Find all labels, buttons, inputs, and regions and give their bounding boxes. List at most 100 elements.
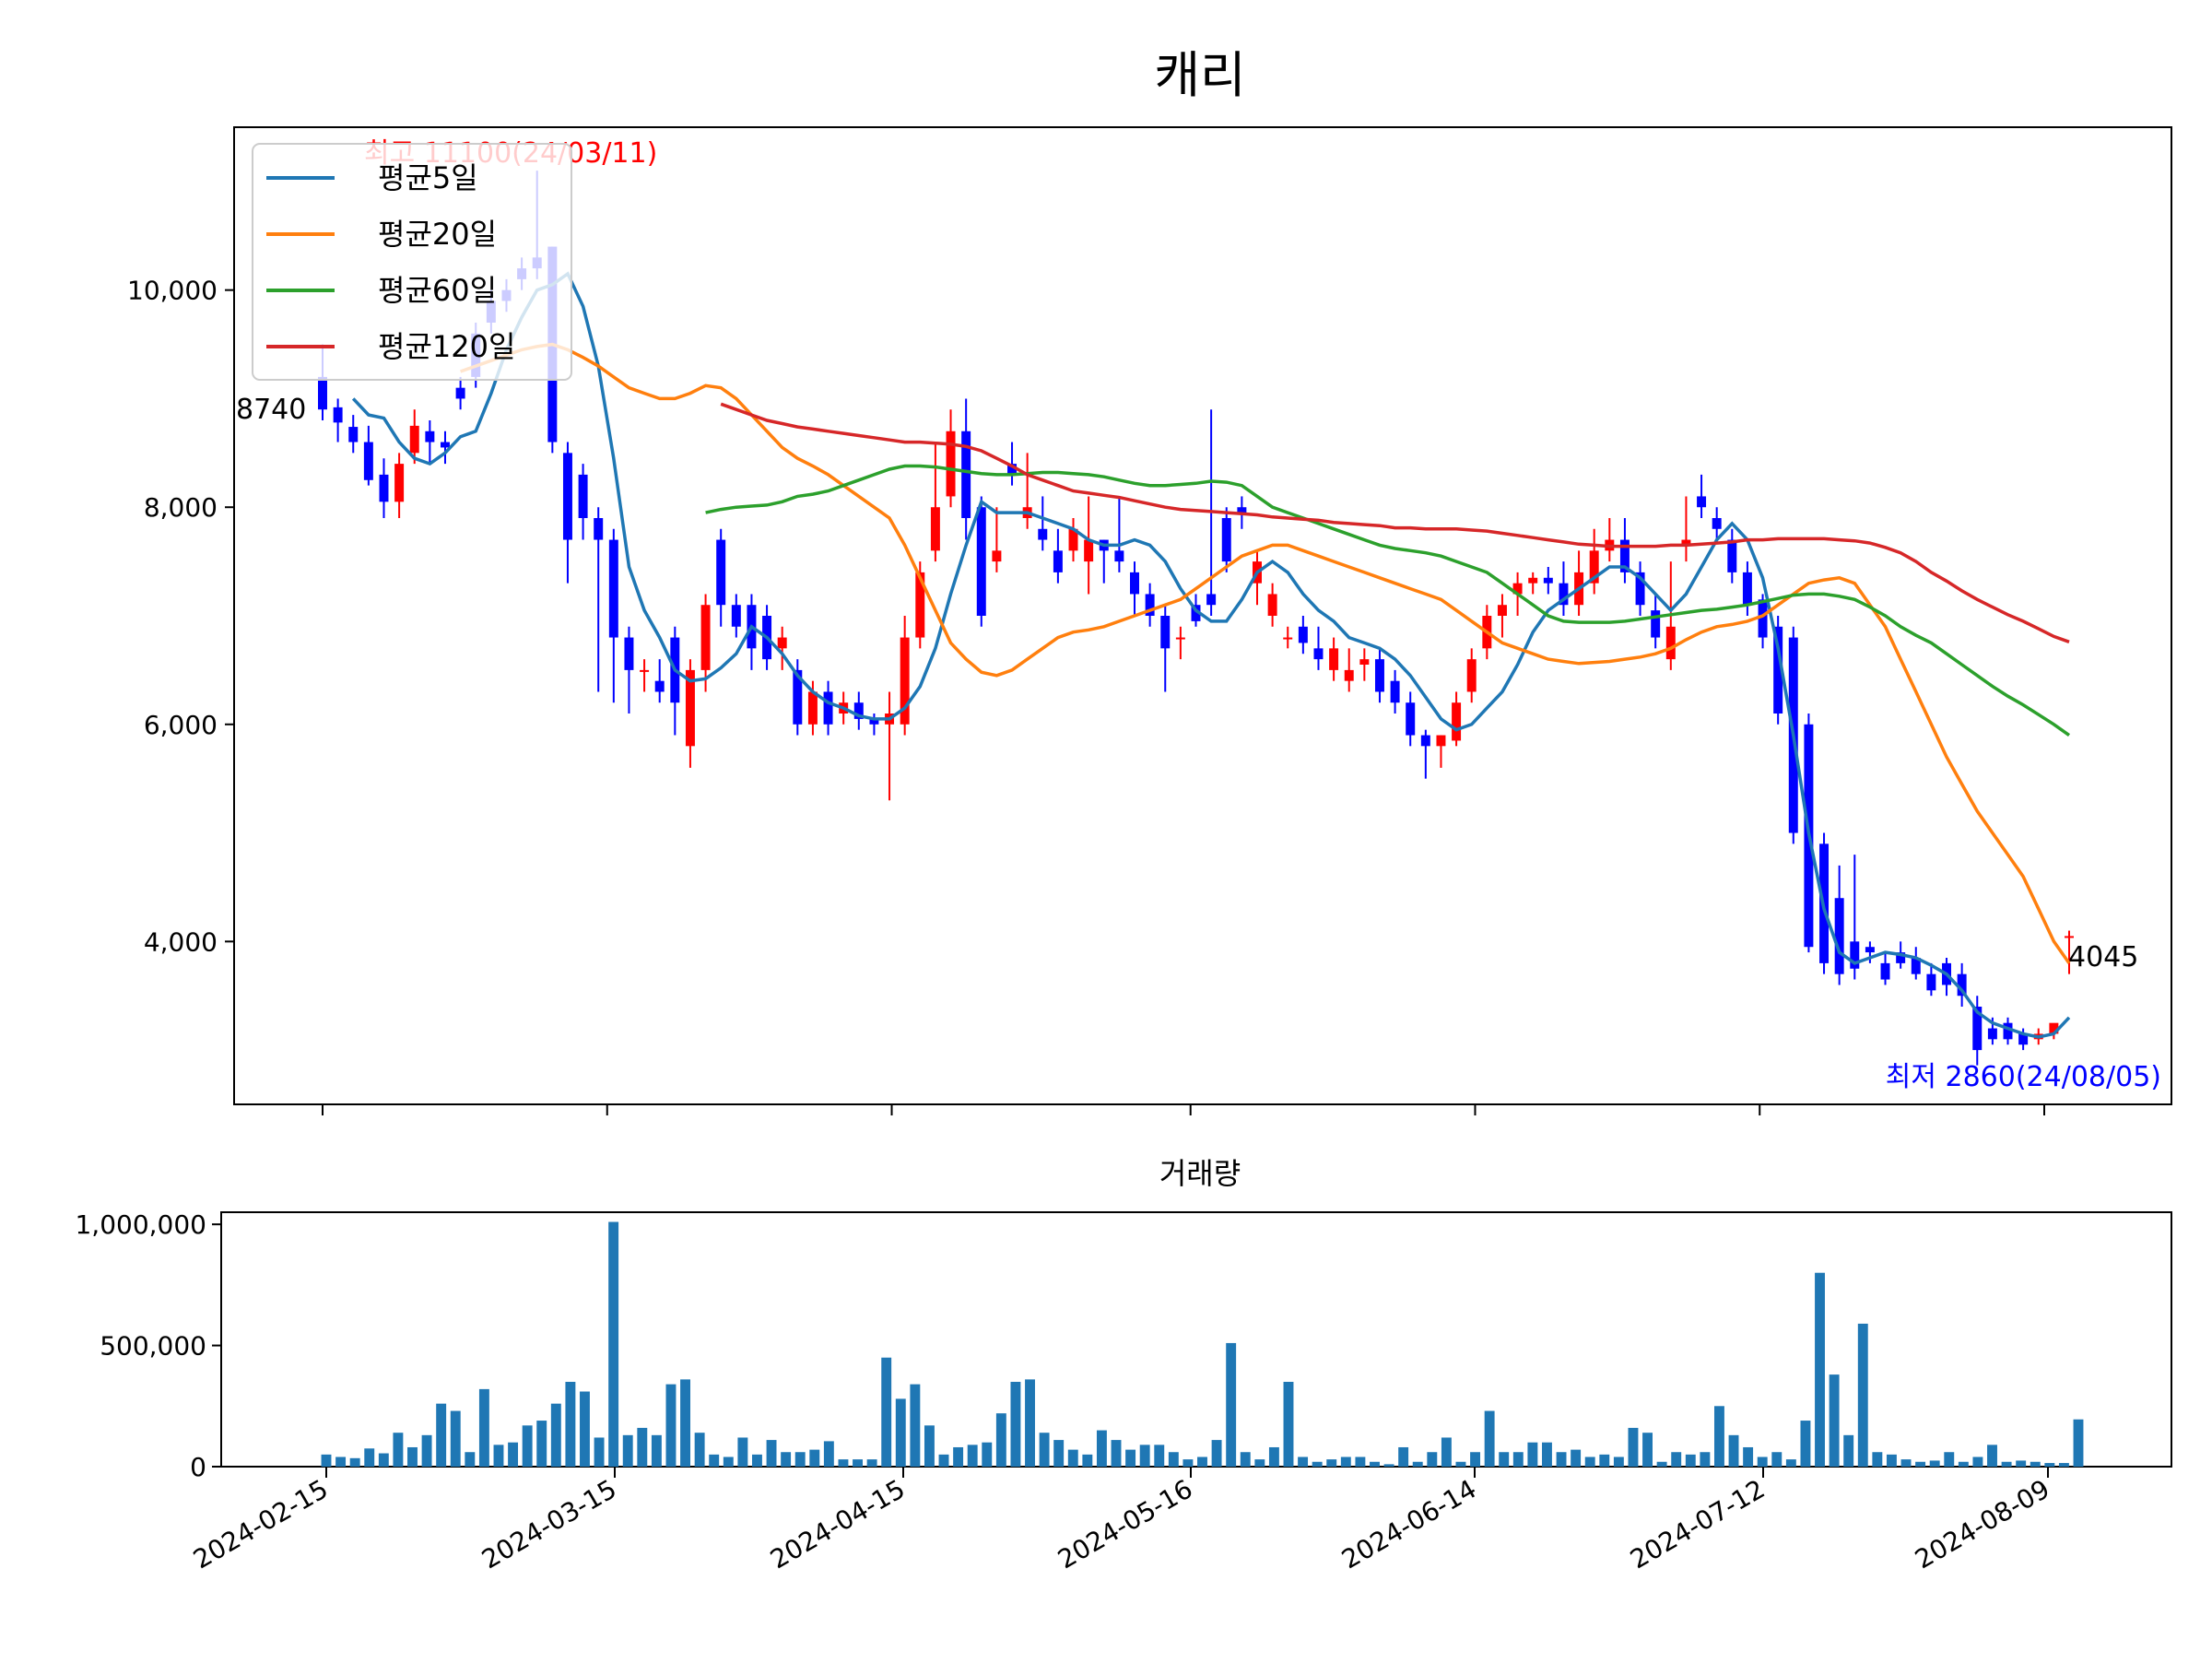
candle-body xyxy=(1880,962,1890,980)
candle-body xyxy=(1727,539,1737,572)
candle-body xyxy=(900,637,910,725)
volume-x-tick-label: 2024-06-14 xyxy=(1336,1473,1481,1575)
candle-body xyxy=(1452,702,1462,741)
volume-bar xyxy=(321,1454,332,1467)
volume-bar xyxy=(1326,1459,1337,1467)
volume-bar xyxy=(1412,1461,1423,1467)
candle-body xyxy=(1987,1028,1997,1040)
candle-body xyxy=(2065,936,2074,938)
volume-bar xyxy=(1182,1459,1194,1467)
candle-body xyxy=(1665,626,1676,660)
volume-bar xyxy=(838,1459,849,1467)
volume-bar xyxy=(508,1442,519,1467)
low-annotation: 최저 2860(24/08/05) xyxy=(1886,1061,2161,1093)
volume-bar xyxy=(1656,1461,1667,1467)
volume-bar xyxy=(378,1453,389,1467)
candle-body xyxy=(2003,1022,2013,1040)
candle-body xyxy=(1313,648,1324,660)
volume-bar xyxy=(550,1403,561,1467)
volume-bar xyxy=(1944,1452,1955,1467)
ma-line xyxy=(460,342,2071,964)
candle-body xyxy=(1512,583,1523,595)
volume-bar xyxy=(1053,1440,1065,1467)
candle-body xyxy=(1834,898,1844,974)
volume-bar xyxy=(1383,1464,1394,1467)
candle-body xyxy=(640,669,650,672)
candle-body xyxy=(1635,572,1645,606)
candle-body xyxy=(777,637,787,649)
candle-body xyxy=(731,605,741,627)
volume-bar xyxy=(421,1434,432,1467)
legend-label: 평균60일 xyxy=(378,273,497,308)
volume-bar xyxy=(1829,1374,1840,1467)
candle-body xyxy=(915,572,925,638)
candle-body xyxy=(1697,496,1707,508)
volume-x-tick-label: 2024-05-16 xyxy=(1053,1473,1197,1575)
candle-body xyxy=(1406,702,1416,736)
volume-bar xyxy=(737,1437,748,1467)
volume-bar xyxy=(407,1446,418,1467)
volume-bar xyxy=(895,1398,906,1467)
candle-body xyxy=(1497,605,1507,616)
volume-bar xyxy=(364,1448,375,1467)
volume-bar xyxy=(2016,1460,2027,1467)
ma-line xyxy=(705,464,2071,737)
candle-body xyxy=(1114,550,1124,562)
candle-body xyxy=(1681,539,1691,546)
volume-bar xyxy=(1728,1434,1739,1467)
volume-bar xyxy=(2073,1419,2084,1467)
candle-body xyxy=(930,507,940,551)
candle-body xyxy=(348,427,359,442)
candle-body xyxy=(793,669,803,725)
volume-bar xyxy=(1240,1452,1251,1467)
price-y-tick-label: 6,000 xyxy=(144,710,218,740)
candle-body xyxy=(440,442,450,448)
candle-body xyxy=(1742,572,1752,606)
volume-bar xyxy=(1958,1461,1969,1467)
price-y-tick-label: 10,000 xyxy=(127,276,218,306)
volume-bar xyxy=(1441,1437,1452,1467)
ma-line xyxy=(351,271,2071,1039)
candle-body xyxy=(1466,659,1477,692)
volume-bar xyxy=(1455,1461,1466,1467)
candle-body xyxy=(1206,594,1217,606)
candle-body xyxy=(1221,518,1231,562)
volume-bar xyxy=(1713,1406,1724,1467)
candle-body xyxy=(1390,680,1400,703)
volume-y-tick-label: 1,000,000 xyxy=(75,1209,206,1240)
volume-bar xyxy=(995,1413,1006,1467)
volume-bar xyxy=(781,1452,792,1467)
volume-bar xyxy=(1642,1433,1653,1467)
candle-body xyxy=(1896,952,1906,963)
volume-bar xyxy=(1283,1382,1294,1467)
volume-bar xyxy=(1886,1454,1897,1467)
volume-bar xyxy=(2044,1463,2055,1467)
volume-bar xyxy=(1671,1452,1682,1467)
volume-bar xyxy=(1743,1446,1754,1467)
candle-body xyxy=(1283,637,1293,640)
volume-bar xyxy=(1025,1379,1035,1467)
volume-bar xyxy=(608,1221,619,1467)
candle-body xyxy=(992,550,1002,562)
volume-y-tick-label: 0 xyxy=(190,1452,206,1482)
candle-body xyxy=(700,605,711,670)
volume-bar xyxy=(637,1427,648,1467)
candle-body xyxy=(2049,1022,2059,1034)
volume-bar xyxy=(1571,1449,1582,1467)
volume-bar xyxy=(1972,1457,1983,1467)
legend-label: 평균120일 xyxy=(378,329,515,364)
price-y-tick-label: 4,000 xyxy=(144,926,218,957)
volume-bar xyxy=(436,1403,447,1467)
candle-body xyxy=(318,376,327,410)
volume-bar xyxy=(1872,1452,1883,1467)
candle-body xyxy=(1712,518,1722,529)
volume-bar xyxy=(953,1446,964,1467)
legend-label: 평균5일 xyxy=(378,160,478,195)
candle-body xyxy=(1191,605,1201,621)
volume-bar xyxy=(967,1445,978,1467)
candle-body xyxy=(1436,735,1446,747)
volume-x-tick-label: 2024-03-15 xyxy=(477,1473,621,1575)
volume-bar xyxy=(1556,1452,1567,1467)
